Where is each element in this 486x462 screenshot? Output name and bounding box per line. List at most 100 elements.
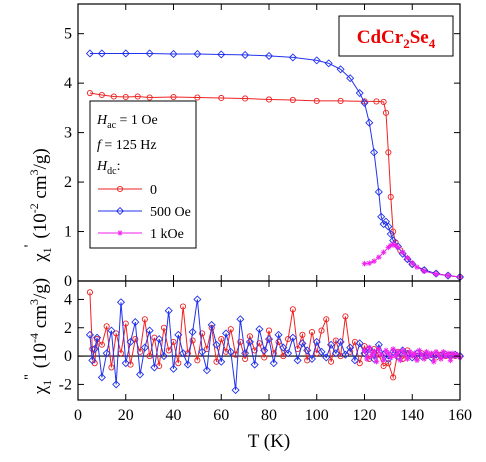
bottom-series-2-point [421, 356, 427, 362]
bottom-ytick-label: 4 [64, 291, 72, 308]
bottom-series-2-point [380, 357, 387, 364]
top-series-2-point [387, 242, 394, 249]
bottom-series-1-point [193, 295, 202, 304]
bottom-series-1-point [327, 340, 336, 349]
top-series-1-point [365, 118, 374, 127]
top-series-0-point [134, 93, 141, 100]
legend-hac-sym: H [96, 113, 108, 128]
xtick-label: 0 [74, 407, 82, 424]
bottom-series-1-point [155, 335, 164, 344]
top-ylabel-sub: 1 [40, 247, 54, 253]
top-series-0-point [373, 98, 380, 105]
top-series-0-point [382, 109, 390, 116]
bottom-series-1-point [217, 357, 226, 366]
x-axis-label: T (K) [248, 431, 290, 452]
bottom-series-0-point [270, 350, 277, 357]
top-series-2-point [445, 272, 451, 279]
bottom-series-0-point [323, 316, 330, 323]
top-series-1-point [324, 59, 333, 68]
bottom-series-1-point [350, 356, 359, 365]
bottom-series-2-point [409, 353, 416, 359]
bottom-series-0-point [237, 338, 244, 345]
bottom-series-1-point [97, 373, 106, 382]
bottom-series-1-point [303, 346, 312, 355]
bottom-series-1-point [360, 349, 369, 358]
bottom-series-0-point [265, 327, 273, 334]
bottom-series-1-point [226, 347, 235, 356]
bottom-series-1-point [293, 356, 302, 365]
bottom-series-0-point [184, 350, 191, 357]
legend-marker-0 [116, 185, 124, 193]
bottom-series-2-point [366, 344, 373, 351]
top-series-2-point [371, 258, 377, 265]
bottom-series-1-point [174, 330, 183, 339]
compound-annotation-box [338, 15, 454, 57]
legend-hdc-sym: H [96, 159, 108, 174]
bottom-series-1-point [212, 340, 221, 349]
top-ylabel-unit-c: /g) [30, 148, 51, 169]
bottom-series-2-point [371, 349, 377, 355]
bottom-series-1-point [102, 349, 111, 358]
bottom-series-0-point [199, 330, 206, 337]
bottom-series-1-point [236, 315, 245, 324]
xtick-label: 20 [118, 407, 134, 424]
bottom-series-1-point [90, 344, 99, 354]
bottom-series-0-point [132, 336, 139, 343]
legend-hac-sub: ac [107, 120, 116, 131]
bottom-series-2-point [423, 349, 430, 355]
bottom-series-1-point [188, 327, 197, 337]
bottom-series-1-point [112, 380, 121, 389]
top-series-2-point [390, 241, 396, 248]
top-ytick-label: 4 [64, 75, 72, 92]
compound-part-b: Se [410, 27, 429, 48]
bottom-series-2-point [428, 350, 435, 357]
top-series-1-point [432, 269, 441, 278]
top-series-1-point [145, 49, 154, 58]
bottom-series-0-point [308, 328, 316, 336]
bottom-series-0-point [342, 313, 349, 320]
bottom-series-2-point [450, 350, 456, 357]
top-ytick-label: 2 [64, 174, 72, 191]
legend-hdc-sub: dc [107, 166, 117, 177]
bottom-series-1-point [355, 339, 364, 348]
bottom-series-1-point [312, 337, 321, 346]
legend-entry-1koe: 1 kOe [150, 227, 184, 242]
bottom-series-2-point [373, 358, 380, 365]
bottom-ylabel-exp2: 3 [27, 299, 41, 305]
xtick-label: 160 [448, 407, 472, 424]
bottom-series-2-point [387, 354, 394, 361]
bottom-ylabel-sub: 1 [40, 380, 54, 386]
legend-f-rest: = 125 Hz [101, 138, 157, 153]
legend-marker-2 [117, 230, 123, 236]
bottom-series-0-point [213, 358, 220, 365]
top-series-1-point [85, 49, 94, 58]
top-series-0-point [387, 193, 394, 200]
bottom-series-0-point [328, 358, 335, 365]
legend-marks [98, 185, 142, 236]
bottom-series-2-point [378, 351, 385, 358]
bottom-series-1-point [116, 298, 126, 307]
bottom-series-1-point [183, 360, 192, 369]
bottom-series-1-point [250, 360, 259, 369]
bottom-series-1-point [85, 330, 94, 339]
top-ytick-label: 1 [64, 224, 72, 241]
bottom-series-0-point [194, 357, 201, 364]
bottom-series-1-point [279, 343, 288, 352]
top-ytick-label: 5 [64, 26, 72, 43]
bottom-series-1-point [398, 346, 407, 355]
bottom-series-1-point [207, 320, 216, 329]
top-ylabel-symbol: χ [30, 253, 51, 263]
bottom-series-2-point [407, 349, 413, 355]
xtick-label: 120 [353, 407, 377, 424]
top-series-0-point [289, 96, 296, 104]
top-series-2-point [366, 260, 373, 266]
bottom-series-0-point [289, 306, 296, 313]
xtick-label: 100 [305, 407, 329, 424]
bottom-series-0-point [103, 323, 110, 330]
top-series-2-point [380, 249, 387, 256]
bottom-series-1-point [298, 339, 307, 348]
top-series-1-point [217, 50, 226, 59]
top-series-2-point [409, 260, 416, 266]
bottom-series-2-point [399, 347, 406, 354]
